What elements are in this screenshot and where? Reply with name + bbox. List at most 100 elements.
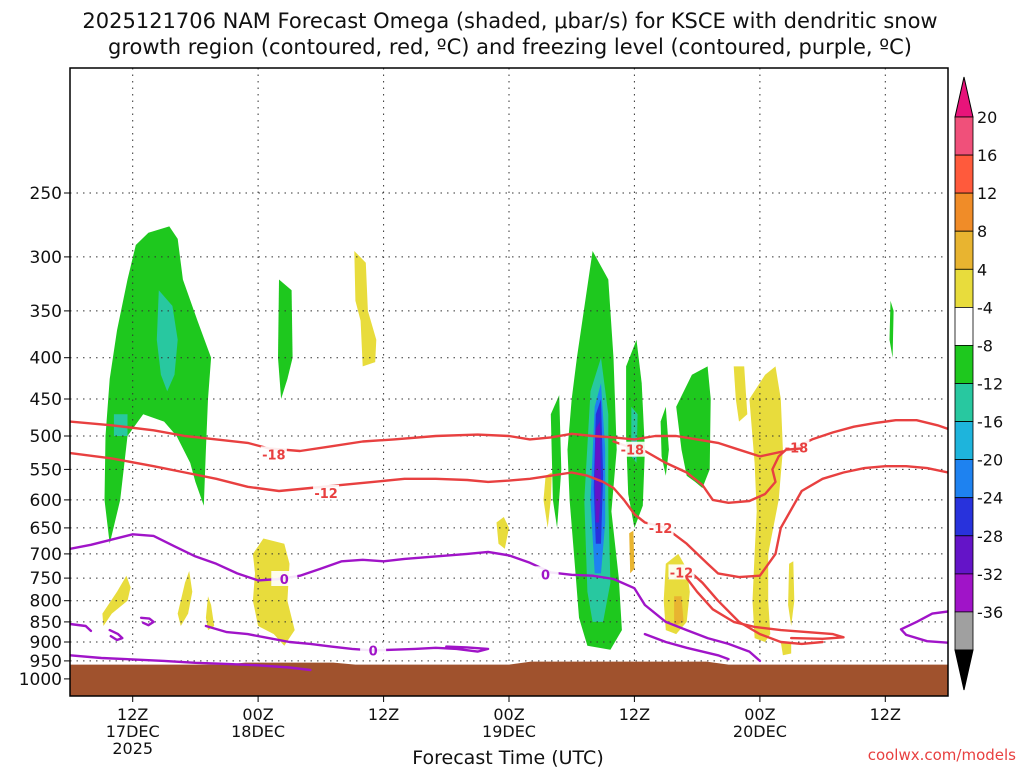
y-axis: 2503003504004505005506006507007508008509… xyxy=(19,184,70,690)
contour--12b xyxy=(685,567,824,646)
y-tick-label-750: 750 xyxy=(30,569,62,589)
omega-region-25 xyxy=(749,366,783,642)
y-tick-label-500: 500 xyxy=(30,427,62,447)
x-axis-label: Forecast Time (UTC) xyxy=(412,747,603,768)
contour-label--12-1: -12 xyxy=(649,522,673,537)
contours: -18 -18-18-12-12-120 00 xyxy=(70,419,948,672)
omega-region-26 xyxy=(788,561,795,626)
omega-region-19 xyxy=(629,530,635,574)
contour-label-bg-0-main-1 xyxy=(532,566,559,582)
omega-region-9 xyxy=(496,517,509,549)
y-tick-label-950: 950 xyxy=(30,652,62,672)
contour-label-0-low-0: 0 xyxy=(369,644,378,659)
x-tick-label-6-2: 2025 xyxy=(112,739,153,758)
contour-label--18-0: -18 xyxy=(262,448,286,463)
colorbar-label-4: 4 xyxy=(977,260,987,279)
contour-0-left xyxy=(70,622,93,633)
colorbar-swatch-2 xyxy=(954,192,974,232)
colorbar-swatch-12 xyxy=(954,573,974,613)
contour-label-0-main-1: 0 xyxy=(541,568,550,583)
colorbar-label-11: -28 xyxy=(977,527,1003,546)
terrain-ground xyxy=(70,661,948,696)
contour-0-low xyxy=(204,624,490,653)
chart-title-line-1: 2025121706 NAM Forecast Omega (shaded, μ… xyxy=(82,9,937,33)
colorbar-swatch-3 xyxy=(954,230,974,270)
contour-label--18b-0: -18 xyxy=(621,444,645,459)
colorbar-swatch-6 xyxy=(954,344,974,384)
colorbar-label-9: -20 xyxy=(977,451,1003,470)
colorbar-label-3: 8 xyxy=(977,222,987,241)
x-tick-label-66-0: 00Z xyxy=(744,705,775,724)
contour--18b xyxy=(612,440,803,504)
x-tick-label-42-0: 00Z xyxy=(493,705,524,724)
colorbar-swatch-11 xyxy=(954,535,974,575)
colorbar-tip-top xyxy=(954,76,974,118)
contour-label--12b-0: -12 xyxy=(670,566,694,581)
contour-0-small2 xyxy=(139,616,155,627)
x-tick-label-66-1: 20DEC xyxy=(733,722,787,741)
y-tick-label-1000: 1000 xyxy=(19,670,62,690)
y-tick-label-300: 300 xyxy=(30,248,62,268)
y-tick-label-850: 850 xyxy=(30,613,62,633)
contour-label-bg--12-1 xyxy=(647,519,674,535)
y-tick-label-800: 800 xyxy=(30,592,62,612)
contour--12c xyxy=(685,576,845,640)
omega-region-3 xyxy=(278,279,293,399)
contour-label-bg--18b-0 xyxy=(619,441,646,457)
colorbar-swatch-5 xyxy=(954,306,974,346)
omega-region-11 xyxy=(550,395,562,528)
contour-label-bg-0-low-0 xyxy=(360,642,387,658)
x-tick-label-78-0: 12Z xyxy=(870,705,901,724)
omega-region-24 xyxy=(674,596,684,626)
y-tick-label-700: 700 xyxy=(30,545,62,565)
y-tick-label-900: 900 xyxy=(30,633,62,653)
chart-title-line-2: growth region (contoured, red, ºC) and f… xyxy=(108,35,912,59)
omega-region-1 xyxy=(156,290,178,392)
y-tick-label-400: 400 xyxy=(30,349,62,369)
contour-0-main xyxy=(70,533,762,663)
y-tick-label-350: 350 xyxy=(30,302,62,322)
omega-region-21 xyxy=(676,366,711,488)
colorbar: 20 16 12 8 4 -4 -8 -12 -16 -20 -24 -28 -32 -36 xyxy=(954,76,1003,691)
contour--12 xyxy=(70,451,948,579)
colorbar-label-2: 12 xyxy=(977,184,997,203)
colorbar-label-6: -8 xyxy=(977,336,993,355)
contour-label-0-main-0: 0 xyxy=(280,573,289,588)
colorbar-swatch-13 xyxy=(954,611,974,651)
colorbar-swatch-8 xyxy=(954,421,974,461)
x-tick-label-18-0: 00Z xyxy=(242,705,273,724)
colorbar-label-5: -4 xyxy=(977,298,993,317)
omega-region-7 xyxy=(177,571,193,626)
contour-label--12-0: -12 xyxy=(314,487,338,502)
contour-label-bg--18-1 xyxy=(783,439,810,455)
omega-region-16 xyxy=(594,421,601,523)
omega-region-8 xyxy=(205,596,215,631)
colorbar-tip-bottom xyxy=(954,649,974,691)
colorbar-label-1: 16 xyxy=(977,146,997,165)
contour-0-sfc xyxy=(70,654,312,672)
colorbar-label-0: 20 xyxy=(977,108,997,127)
colorbar-swatch-4 xyxy=(954,268,974,308)
colorbar-label-7: -12 xyxy=(977,375,1003,394)
colorbar-swatch-1 xyxy=(954,154,974,194)
contour-0-small1 xyxy=(108,628,124,642)
contour-label-bg--18-0 xyxy=(260,446,287,462)
colorbar-swatch-10 xyxy=(954,497,974,537)
y-tick-label-600: 600 xyxy=(30,491,62,511)
x-tick-label-6-0: 12Z xyxy=(117,705,148,724)
y-tick-label-550: 550 xyxy=(30,460,62,480)
x-tick-label-54-0: 12Z xyxy=(619,705,650,724)
x-tick-label-18-1: 18DEC xyxy=(231,722,285,741)
omega-region-5 xyxy=(252,538,295,646)
colorbar-label-10: -24 xyxy=(977,489,1003,508)
omega-shading xyxy=(102,226,894,656)
omega-region-0 xyxy=(104,226,212,544)
omega-region-27 xyxy=(780,642,792,656)
omega-region-2 xyxy=(113,414,128,436)
chart-title: 2025121706 NAM Forecast Omega (shaded, μ… xyxy=(82,9,937,59)
contour-label-bg--12-0 xyxy=(313,484,340,500)
contour-label-bg--12b-0 xyxy=(668,564,695,580)
x-tick-label-30-0: 12Z xyxy=(368,705,399,724)
